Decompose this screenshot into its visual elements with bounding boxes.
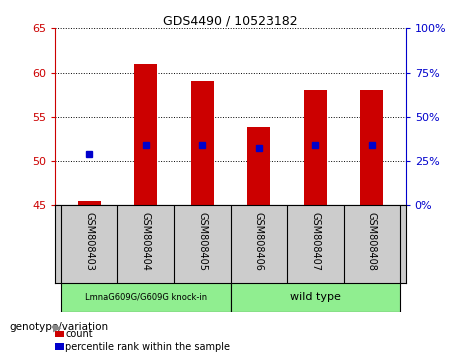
- Title: GDS4490 / 10523182: GDS4490 / 10523182: [163, 14, 298, 27]
- Text: GSM808404: GSM808404: [141, 212, 151, 270]
- Text: genotype/variation: genotype/variation: [9, 322, 108, 332]
- Text: percentile rank within the sample: percentile rank within the sample: [65, 342, 230, 352]
- FancyBboxPatch shape: [230, 283, 400, 312]
- FancyBboxPatch shape: [61, 283, 230, 312]
- Text: ▶: ▶: [53, 322, 61, 332]
- Text: GSM808407: GSM808407: [310, 212, 320, 270]
- Bar: [248, 127, 270, 205]
- Text: GSM808406: GSM808406: [254, 212, 264, 270]
- Text: LmnaG609G/G609G knock-in: LmnaG609G/G609G knock-in: [85, 293, 207, 302]
- Text: GSM808408: GSM808408: [367, 212, 377, 270]
- Text: count: count: [65, 329, 93, 339]
- Bar: [361, 90, 383, 205]
- Bar: [304, 90, 326, 205]
- Text: GSM808403: GSM808403: [84, 212, 94, 270]
- Bar: [78, 201, 100, 205]
- Bar: [135, 64, 157, 205]
- Text: wild type: wild type: [290, 292, 341, 302]
- Bar: [191, 81, 213, 205]
- Text: GSM808405: GSM808405: [197, 212, 207, 270]
